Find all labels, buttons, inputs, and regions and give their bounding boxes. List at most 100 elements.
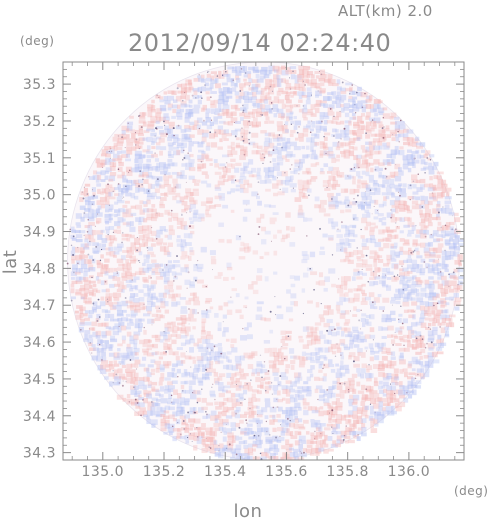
heatmap-cell xyxy=(280,346,288,350)
heatmap-cell xyxy=(352,298,360,302)
heatmap-cell xyxy=(399,280,404,285)
heatmap-cell xyxy=(192,326,196,330)
heatmap-cell xyxy=(327,183,335,188)
heatmap-speckle xyxy=(177,422,179,424)
heatmap-speckle xyxy=(82,197,85,200)
heatmap-cell xyxy=(437,243,444,248)
heatmap-cell xyxy=(399,369,404,374)
heatmap-cell xyxy=(319,443,324,448)
heatmap-cell xyxy=(197,154,205,161)
heatmap-cell xyxy=(373,262,378,267)
heatmap-cell xyxy=(173,389,178,395)
heatmap-cell xyxy=(328,237,334,242)
heatmap-cell xyxy=(322,142,328,148)
heatmap-cell xyxy=(133,179,139,184)
heatmap-cell xyxy=(309,452,315,456)
heatmap-cell xyxy=(251,100,257,107)
heatmap-cell xyxy=(457,267,464,273)
heatmap-speckle xyxy=(238,426,241,429)
heatmap-cell xyxy=(248,66,255,71)
heatmap-cell xyxy=(289,141,297,147)
heatmap-speckle xyxy=(310,94,312,96)
heatmap-cell xyxy=(378,133,386,139)
heatmap-cell xyxy=(113,297,120,301)
heatmap-cell xyxy=(419,338,424,344)
heatmap-cell xyxy=(223,397,229,402)
heatmap-cell xyxy=(188,356,196,360)
heatmap-cell xyxy=(427,338,435,343)
heatmap-cell xyxy=(410,382,417,387)
heatmap-cell xyxy=(385,128,390,132)
heatmap-speckle xyxy=(374,411,376,413)
heatmap-cell xyxy=(196,436,203,440)
heatmap-cell xyxy=(395,300,401,305)
heatmap-cell xyxy=(146,352,154,357)
heatmap-cell xyxy=(293,423,299,430)
heatmap-cell xyxy=(235,385,242,391)
heatmap-cell xyxy=(412,275,417,280)
heatmap-cell xyxy=(381,398,389,403)
heatmap-cell xyxy=(306,439,314,445)
heatmap-cell xyxy=(345,209,352,213)
heatmap-cell xyxy=(104,213,112,218)
heatmap-cell xyxy=(305,431,310,435)
heatmap-cell xyxy=(240,132,245,139)
heatmap-cell xyxy=(235,188,240,192)
heatmap-cell xyxy=(302,78,309,84)
heatmap-cell xyxy=(185,162,193,168)
heatmap-speckle xyxy=(248,131,251,134)
heatmap-cell xyxy=(343,154,350,159)
heatmap-cell xyxy=(154,158,160,162)
heatmap-cell xyxy=(444,284,452,289)
heatmap-speckle xyxy=(222,321,224,323)
heatmap-cell xyxy=(134,150,142,156)
heatmap-cell xyxy=(235,162,242,167)
heatmap-cell xyxy=(335,121,341,125)
heatmap-cell xyxy=(450,229,457,235)
heatmap-cell xyxy=(138,385,143,389)
heatmap-cell xyxy=(331,410,338,416)
heatmap-cell xyxy=(414,136,420,141)
heatmap-cell xyxy=(348,402,353,407)
heatmap-speckle xyxy=(275,314,277,316)
heatmap-cell xyxy=(322,233,328,238)
heatmap-speckle xyxy=(92,259,95,262)
heatmap-cell xyxy=(222,436,227,442)
y-tick-label: 34.9 xyxy=(23,225,56,241)
heatmap-cell xyxy=(142,166,150,172)
heatmap-cell xyxy=(314,155,319,160)
heatmap-cell xyxy=(201,132,209,138)
heatmap-cell xyxy=(284,79,289,84)
heatmap-cell xyxy=(251,174,257,178)
heatmap-cell xyxy=(96,171,102,175)
heatmap-cell xyxy=(138,163,143,169)
heatmap-cell xyxy=(370,238,377,244)
heatmap-cell xyxy=(323,410,330,416)
heatmap-cell xyxy=(441,292,447,297)
heatmap-speckle xyxy=(323,364,326,366)
heatmap-cell xyxy=(319,355,327,359)
heatmap-cell xyxy=(151,146,156,150)
heatmap-cell xyxy=(101,348,107,351)
heatmap-cell xyxy=(185,317,191,322)
heatmap-cell xyxy=(294,389,301,394)
heatmap-cell xyxy=(272,138,280,142)
heatmap-speckle xyxy=(147,190,150,192)
heatmap-cell xyxy=(138,120,146,124)
heatmap-speckle xyxy=(129,359,132,361)
heatmap-speckle xyxy=(303,451,305,454)
heatmap-cell xyxy=(323,363,330,369)
heatmap-cell xyxy=(289,443,294,447)
heatmap-cell xyxy=(377,267,382,272)
heatmap-cell xyxy=(210,394,216,398)
heatmap-cell xyxy=(352,103,358,109)
heatmap-cell xyxy=(80,263,88,269)
heatmap-cell xyxy=(437,271,442,277)
heatmap-cell xyxy=(424,201,430,205)
heatmap-cell xyxy=(167,128,173,134)
heatmap-cell xyxy=(444,196,452,200)
heatmap-speckle xyxy=(196,401,199,404)
heatmap-cell xyxy=(171,188,177,193)
heatmap-cell xyxy=(89,310,94,315)
heatmap-cell xyxy=(189,292,196,296)
